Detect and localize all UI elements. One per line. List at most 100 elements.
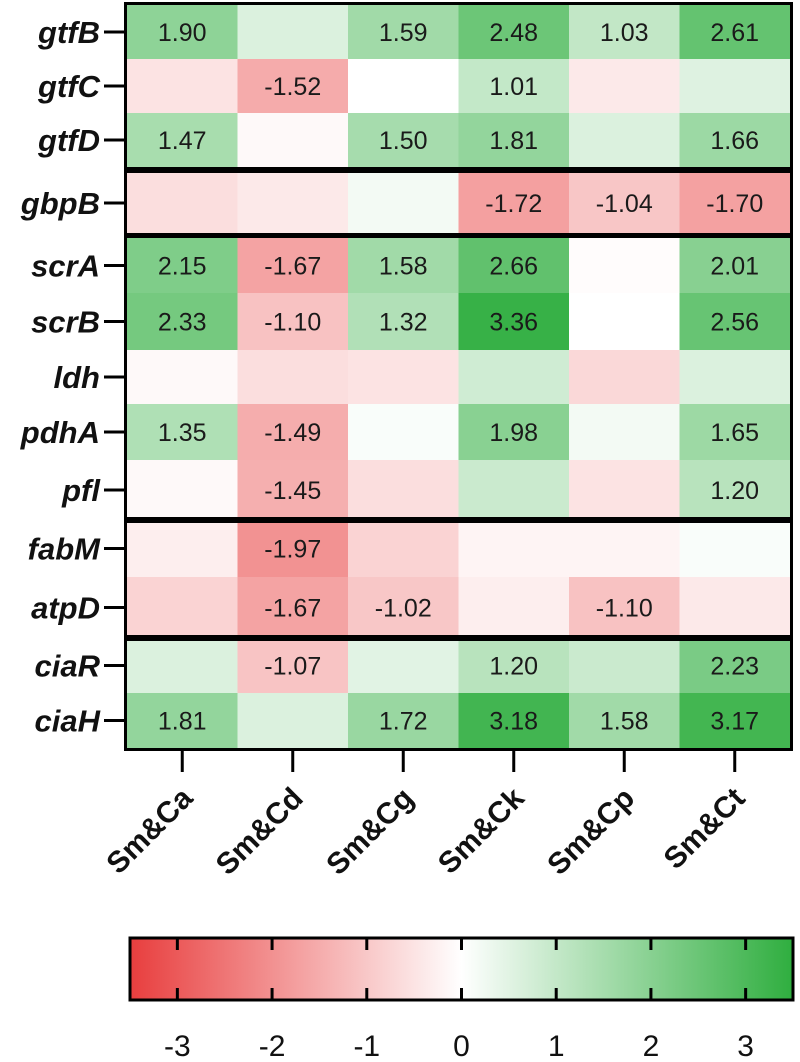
cell-value-label: -1.02: [375, 595, 432, 623]
heatmap-cell-scrB-Sm&Cd: [237, 293, 349, 350]
column-label-Sm&Ck: Sm&Ck: [432, 781, 531, 880]
heatmap-cell-ldh-Sm&Ca: [127, 350, 239, 404]
heatmap-cell-gtfC-Sm&Cg: [348, 59, 460, 113]
cell-value-label: 1.65: [710, 419, 759, 447]
heatmap-cell-gtfD-Sm&Ct: [679, 113, 791, 167]
cell-value-label: 1.90: [158, 19, 207, 47]
colorbar-tick-label: 1: [548, 1030, 565, 1062]
heatmap-cell-gbpB-Sm&Cd: [237, 173, 349, 233]
heatmap-cell-gtfB-Sm&Ck: [458, 5, 570, 59]
cell-value-label: -1.70: [706, 190, 763, 218]
row-label-pdhA: pdhA: [20, 415, 100, 450]
heatmap-cell-ldh-Sm&Cp: [569, 350, 681, 404]
row-label-atpD: atpD: [31, 591, 100, 626]
cell-value-label: 1.20: [489, 653, 538, 681]
heatmap-cell-scrB-Sm&Ct: [679, 293, 791, 350]
heatmap-cell-pfl-Sm&Cp: [569, 460, 681, 520]
heatmap-cell-gbpB-Sm&Cp: [569, 173, 681, 233]
heatmap-cell-pfl-Sm&Cg: [348, 460, 460, 520]
row-label-scrA: scrA: [31, 249, 100, 284]
cell-value-label: 1.59: [379, 19, 428, 47]
heatmap-cell-atpD-Sm&Cd: [237, 577, 349, 638]
cell-value-label: 1.66: [710, 127, 759, 155]
heatmap-cell-gtfB-Sm&Cp: [569, 5, 681, 59]
heatmap-cell-ciaH-Sm&Ct: [679, 693, 791, 748]
row-label-ciaR: ciaR: [35, 649, 101, 684]
heatmap-cell-scrA-Sm&Cp: [569, 238, 681, 293]
heatmap-cell-ciaH-Sm&Ck: [458, 693, 570, 748]
column-label-Sm&Cg: Sm&Cg: [320, 782, 420, 882]
heatmap-cell-pfl-Sm&Ck: [458, 460, 570, 520]
heatmap-cell-scrA-Sm&Ct: [679, 238, 791, 293]
cell-value-label: 3.36: [489, 309, 538, 337]
colorbar: -3 -2 -1 0 1 2 3: [128, 936, 795, 1062]
cell-value-label: 1.58: [600, 708, 649, 736]
heatmap-cell-gbpB-Sm&Cg: [348, 173, 460, 233]
heatmap-cell-scrA-Sm&Cd: [237, 238, 349, 293]
heatmap-cell-gtfB-Sm&Ca: [127, 5, 239, 59]
colorbar-tick-label: -3: [164, 1030, 191, 1062]
heatmap-cell-scrB-Sm&Cp: [569, 293, 681, 350]
heatmap-cell-gtfD-Sm&Ca: [127, 113, 239, 167]
cell-value-label: 3.18: [489, 708, 538, 736]
heatmap-cell-ciaR-Sm&Ct: [679, 638, 791, 693]
row-label-gbpB: gbpB: [20, 186, 100, 221]
heatmap-cell-fabM-Sm&Cd: [237, 520, 349, 577]
heatmap-cell-gbpB-Sm&Ct: [679, 173, 791, 233]
colorbar-tick-label: 3: [737, 1030, 754, 1062]
heatmap-cell-ciaH-Sm&Cg: [348, 693, 460, 748]
column-label-Sm&Cp: Sm&Cp: [541, 782, 641, 882]
cell-value-label: 1.20: [710, 477, 759, 505]
group-frame-5: [124, 635, 793, 751]
row-label-ciaH: ciaH: [35, 704, 101, 739]
column-label-Sm&Ct: Sm&Ct: [658, 782, 752, 876]
row-axis: gtfB gtfC gtfD gbpB scrA scrB ldh pdhA pfl fabM at…: [20, 15, 126, 739]
cell-value-label: 2.23: [710, 653, 759, 681]
heatmap-cell-ciaR-Sm&Cp: [569, 638, 681, 693]
heatmap-cell-gbpB-Sm&Ck: [458, 173, 570, 233]
heatmap-cell-scrB-Sm&Ck: [458, 293, 570, 350]
row-label-gtfB: gtfB: [37, 15, 100, 50]
row-label-ldh: ldh: [54, 360, 101, 395]
cell-value-label: 2.56: [710, 309, 759, 337]
cell-value-label: 1.03: [600, 19, 649, 47]
heatmap-cell-gtfB-Sm&Cd: [237, 5, 349, 59]
heatmap-cell-fabM-Sm&Ca: [127, 520, 239, 577]
heatmap-cell-gtfD-Sm&Cp: [569, 113, 681, 167]
cell-value-label: 1.81: [158, 708, 207, 736]
cell-value-label: 1.32: [379, 309, 428, 337]
cell-value-label: 1.47: [158, 127, 207, 155]
cell-value-label: -1.07: [264, 653, 321, 681]
heatmap-cell-pfl-Sm&Ca: [127, 460, 239, 520]
group-frame-3: [124, 235, 793, 523]
cell-value-label: 1.81: [489, 127, 538, 155]
heatmap-cell-scrA-Sm&Cg: [348, 238, 460, 293]
cell-value-label: 2.61: [710, 19, 759, 47]
heatmap-cell-labels: 1.90 1.59 2.48 1.03 2.61 -1.52 1.01 1.47 1.50 1.8…: [158, 19, 763, 736]
heatmap-cell-gbpB-Sm&Ca: [127, 173, 239, 233]
row-label-gtfD: gtfD: [37, 123, 100, 158]
heatmap-cell-ciaH-Sm&Cd: [237, 693, 349, 748]
heatmap-cell-gtfC-Sm&Cp: [569, 59, 681, 113]
heatmap-cell-gtfC-Sm&Ck: [458, 59, 570, 113]
heatmap-cell-pdhA-Sm&Ca: [127, 404, 239, 460]
heatmap-cell-gtfD-Sm&Cd: [237, 113, 349, 167]
heatmap-cell-pdhA-Sm&Cg: [348, 404, 460, 460]
cell-value-label: -1.10: [596, 595, 653, 623]
heatmap-cell-pdhA-Sm&Cp: [569, 404, 681, 460]
cell-value-label: 2.01: [710, 253, 759, 281]
row-label-pfl: pfl: [61, 473, 101, 508]
heatmap-cell-atpD-Sm&Cp: [569, 577, 681, 638]
heatmap-cell-gtfB-Sm&Cg: [348, 5, 460, 59]
heatmap-cell-scrB-Sm&Cg: [348, 293, 460, 350]
heatmap-cell-ldh-Sm&Cg: [348, 350, 460, 404]
heatmap-cell-pfl-Sm&Cd: [237, 460, 349, 520]
row-label-scrB: scrB: [31, 305, 100, 340]
heatmap-cell-pdhA-Sm&Ck: [458, 404, 570, 460]
group-frame-4: [124, 517, 793, 641]
cell-value-label: -1.67: [264, 595, 321, 623]
heatmap-cell-fabM-Sm&Ck: [458, 520, 570, 577]
heatmap-cell-fabM-Sm&Ct: [679, 520, 791, 577]
cell-value-label: 1.01: [489, 73, 538, 101]
cell-value-label: -1.52: [264, 73, 321, 101]
